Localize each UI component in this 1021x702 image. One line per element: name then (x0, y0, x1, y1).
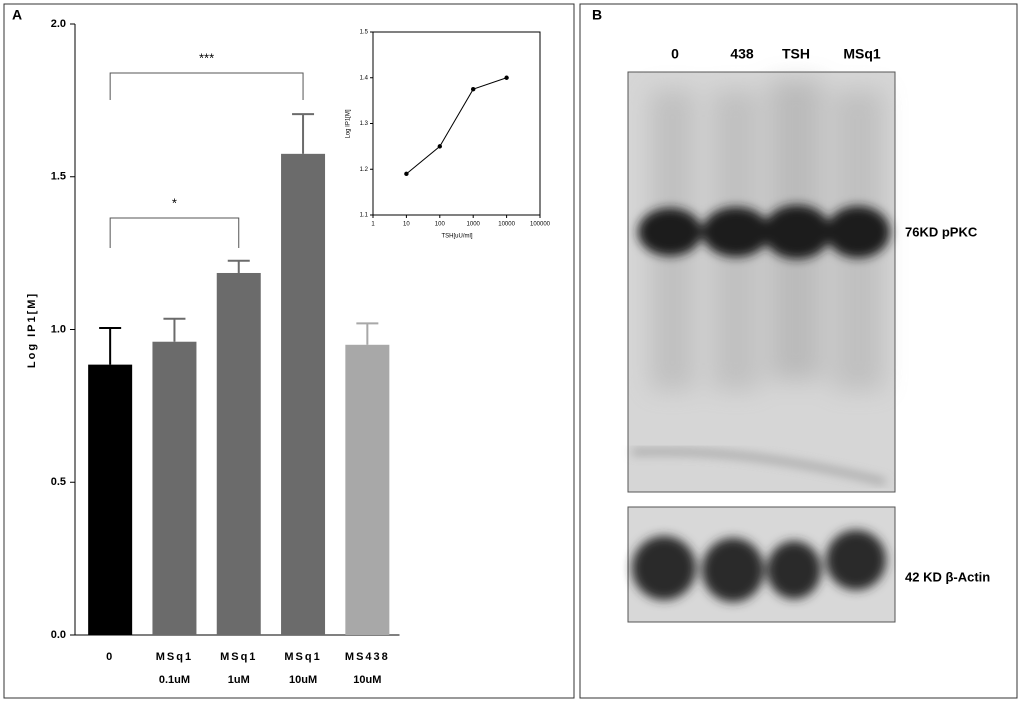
y-tick-label: 1.5 (360, 30, 369, 36)
blot: 76KD pPKC 42 KD β-Actin (627, 71, 990, 623)
x-tick-label: MSq1 (156, 651, 193, 663)
band-label: 42 KD β-Actin (905, 569, 990, 584)
point (504, 75, 509, 80)
x-tick-label: MSq1 (220, 651, 257, 663)
x-tick-label: 10 (403, 222, 410, 228)
y-tick-label: 1.1 (360, 213, 369, 219)
y-tick-label: 0.0 (51, 629, 66, 641)
y-tick-label: 1.4 (360, 75, 369, 81)
bar (345, 344, 390, 635)
y-axis-label: Log IP1[M] (346, 109, 352, 138)
bar (88, 364, 133, 635)
panel-a-frame (3, 3, 575, 699)
lane-label: 0 (671, 46, 679, 62)
y-tick-label: 2.0 (51, 18, 66, 30)
bar (216, 272, 261, 635)
x-tick-label: 10uM (289, 674, 317, 686)
y-tick-label: 1.5 (51, 171, 66, 183)
x-tick-label: 0 (106, 651, 114, 663)
band-actin (632, 530, 886, 602)
panel-label: A (12, 7, 22, 23)
lane-label: 438 (730, 46, 754, 62)
x-tick-label: 100 (435, 222, 446, 228)
x-axis-label: TSH[uU/ml] (441, 234, 472, 240)
band-label: 76KD pPKC (905, 224, 978, 239)
x-tick-label: MS438 (345, 651, 390, 663)
significance-bracket (109, 217, 240, 248)
x-tick-label: 0.1uM (159, 674, 190, 686)
x-tick-label: 100000 (530, 222, 551, 228)
x-tick-label: 1uM (228, 674, 250, 686)
y-tick-label: 1.0 (51, 323, 66, 335)
x-tick-label: 1 (371, 222, 375, 228)
y-tick-label: 1.3 (360, 121, 369, 127)
x-tick-label: 10uM (353, 674, 381, 686)
significance-bracket (109, 72, 304, 100)
y-tick-label: 0.5 (51, 476, 66, 488)
panel-label: B (592, 7, 602, 23)
y-tick-label: 1.2 (360, 167, 369, 173)
lane-label: MSq1 (843, 46, 881, 62)
band-pkc (638, 205, 890, 259)
line (406, 77, 507, 175)
point (437, 144, 442, 149)
x-tick-label: 10000 (498, 222, 515, 228)
bar (281, 153, 326, 635)
panel-b-frame (579, 3, 1018, 699)
point (404, 171, 409, 177)
significance-label: * (172, 195, 177, 210)
faint-band (631, 449, 886, 484)
x-tick-label: MSq1 (284, 651, 321, 663)
x-tick-label: 1000 (467, 222, 481, 228)
point (471, 86, 476, 92)
y-axis-label: Log IP1[M] (26, 292, 38, 368)
inset-frame (372, 31, 541, 216)
bar (152, 341, 197, 635)
significance-label: *** (199, 50, 214, 65)
lane-label: TSH (782, 46, 810, 62)
